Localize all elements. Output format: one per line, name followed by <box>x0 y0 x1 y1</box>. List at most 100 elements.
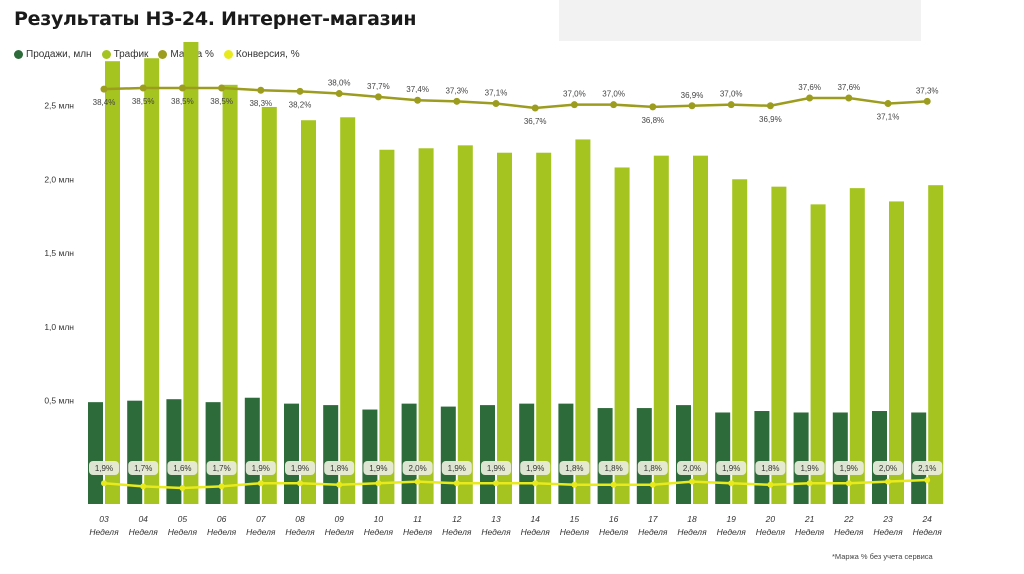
sales-bar <box>519 403 535 504</box>
traffic-bar <box>183 42 199 505</box>
conversion-label-bg <box>285 461 315 475</box>
margin-data-label: 37,1% <box>485 89 508 98</box>
conversion-data-label: 1,9% <box>448 464 466 473</box>
sales-bar <box>440 406 456 504</box>
legend-label-traffic: Трафик <box>113 49 149 60</box>
conversion-point <box>924 477 931 483</box>
x-tick-number: 06 <box>217 514 227 524</box>
legend-item-conversion[interactable]: Конверсия, % <box>223 49 300 60</box>
sales-bar <box>88 402 103 504</box>
sales-bar <box>754 411 770 504</box>
y-tick-label: 2,0 млн <box>44 174 74 184</box>
x-tick-number: 19 <box>726 514 736 524</box>
conversion-point <box>140 483 147 490</box>
margin-data-label: 37,6% <box>837 83 860 92</box>
conversion-label-bg <box>833 461 864 475</box>
margin-data-label: 38,3% <box>249 99 272 108</box>
conversion-label-bg <box>520 461 551 475</box>
conversion-label-bg <box>245 461 276 475</box>
sales-bar <box>323 405 339 504</box>
legend-item-sales[interactable]: Продажи, млн <box>14 49 92 60</box>
conversion-point <box>414 478 421 485</box>
sales-bar <box>244 397 260 504</box>
x-tick-number: 17 <box>648 514 658 524</box>
margin-point <box>100 85 108 93</box>
margin-data-label: 38,2% <box>289 100 312 109</box>
sales-bar <box>127 400 143 504</box>
conversion-data-label: 1,7% <box>212 464 230 473</box>
conversion-label-bg <box>167 461 198 475</box>
conversion-data-label: 1,9% <box>369 464 387 473</box>
margin-point <box>257 86 265 94</box>
sales-bar <box>832 412 848 504</box>
margin-data-label: 38,0% <box>328 79 351 88</box>
traffic-bar <box>849 188 865 505</box>
legend-label-sales: Продажи, млн <box>26 49 92 60</box>
margin-point <box>296 87 304 95</box>
sales-bar <box>636 408 652 504</box>
traffic-bar <box>222 84 238 504</box>
header-placeholder-box <box>559 0 921 41</box>
conversion-point <box>767 481 774 488</box>
x-tick-label: Неделя <box>795 527 825 537</box>
margin-point <box>178 84 186 92</box>
legend-item-traffic[interactable]: Трафик <box>101 49 149 60</box>
traffic-bar <box>575 139 591 505</box>
conversion-point <box>571 481 578 488</box>
x-tick-number: 09 <box>334 514 344 524</box>
margin-point <box>570 101 578 109</box>
conversion-label-bg <box>677 461 707 475</box>
legend-dot-sales <box>14 50 23 59</box>
conversion-point <box>375 480 382 487</box>
x-tick-number: 11 <box>413 514 422 524</box>
traffic-bar <box>653 155 669 504</box>
margin-point <box>884 100 892 108</box>
conversion-label-bg <box>755 461 786 475</box>
conversion-data-label: 1,7% <box>134 464 152 473</box>
page-title: Результаты НЗ-24. Интернет-магазин <box>14 8 417 30</box>
x-tick-number: 14 <box>530 514 540 524</box>
traffic-bar <box>340 117 356 505</box>
margin-data-label: 37,0% <box>602 90 625 99</box>
conversion-label-bg <box>206 461 237 475</box>
x-tick-number: 05 <box>178 514 188 524</box>
sales-bar <box>166 399 182 504</box>
margin-point <box>610 101 618 109</box>
legend-label-conversion: Конверсия, % <box>235 49 300 60</box>
conversion-label-bg <box>363 461 394 475</box>
conversion-data-label: 1,6% <box>173 464 191 473</box>
traffic-bar <box>732 179 748 504</box>
traffic-bar <box>497 152 512 504</box>
x-tick-number: 15 <box>570 514 580 524</box>
x-tick-number: 07 <box>256 514 266 524</box>
x-tick-label: Неделя <box>168 527 198 537</box>
margin-data-label: 37,7% <box>367 82 390 91</box>
x-tick-label: Неделя <box>285 527 315 537</box>
legend-dot-traffic <box>101 50 111 59</box>
traffic-bar <box>418 148 434 504</box>
conversion-point <box>532 480 539 487</box>
margin-point <box>531 104 539 112</box>
margin-point <box>806 94 814 102</box>
margin-point <box>492 100 500 108</box>
margin-data-label: 36,9% <box>759 115 782 124</box>
conversion-point <box>493 480 499 487</box>
x-tick-label: Неделя <box>89 527 119 537</box>
margin-data-label: 38,4% <box>93 98 116 107</box>
x-tick-number: 13 <box>491 514 501 524</box>
margin-data-label: 38,5% <box>210 97 233 106</box>
traffic-bar <box>379 149 395 504</box>
conversion-data-label: 1,8% <box>330 464 348 473</box>
margin-point <box>414 96 422 104</box>
conversion-data-label: 1,9% <box>252 464 270 473</box>
x-tick-label: Неделя <box>638 527 668 537</box>
conversion-point <box>453 480 460 487</box>
sales-bar <box>205 402 221 504</box>
conversion-data-label: 1,9% <box>722 464 740 473</box>
traffic-bar <box>457 145 473 504</box>
conversion-label-bg <box>128 461 159 475</box>
x-tick-number: 16 <box>609 514 619 524</box>
traffic-bar <box>771 186 787 504</box>
margin-data-label: 36,7% <box>524 117 547 126</box>
traffic-bar <box>614 167 630 505</box>
